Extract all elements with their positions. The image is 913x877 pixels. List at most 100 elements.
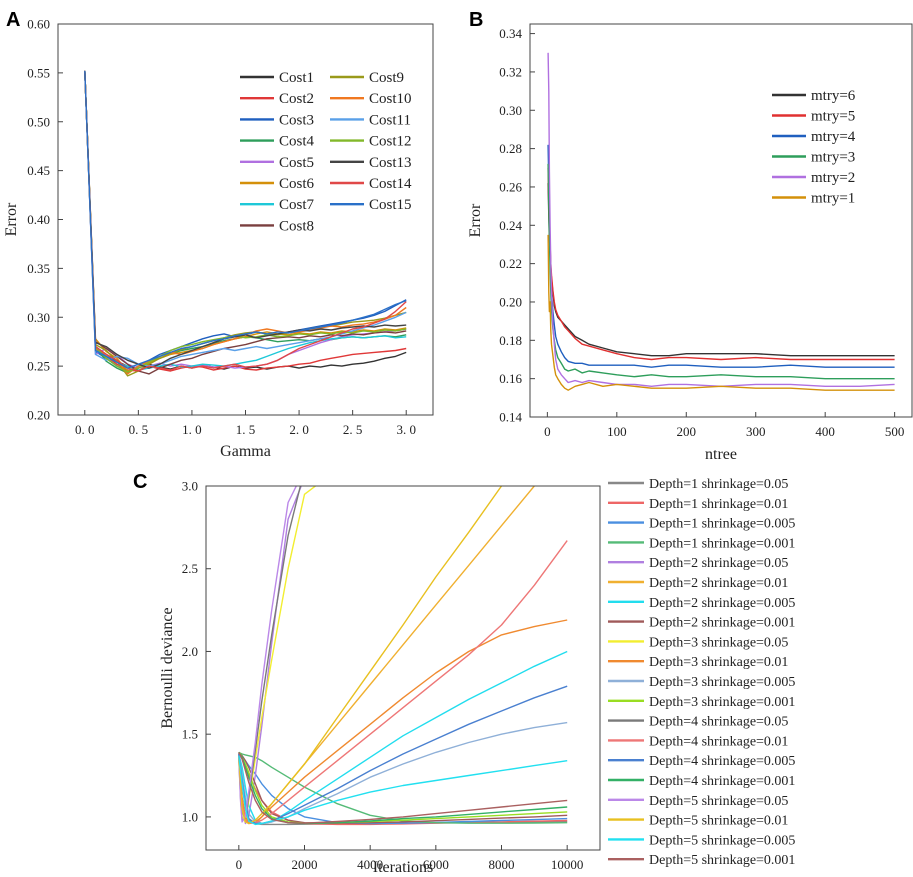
- panel-a-y-tick-label: 0.55: [27, 65, 50, 80]
- panel-c-x-tick-label: 2000: [292, 857, 318, 872]
- panel-b-y-tick-label: 0.16: [499, 371, 522, 386]
- panel-a-legend-label-cost12: Cost12: [369, 134, 412, 150]
- panel-c-x-tick-label: 8000: [489, 857, 515, 872]
- panel-b-x-axis-label: ntree: [705, 446, 737, 463]
- panel-c-letter: C: [133, 471, 147, 493]
- panel-b-legend-label-mtry-6: mtry=6: [811, 88, 856, 104]
- panel-c-series-line-depth-5-shrinkage-0-001: [238, 752, 568, 824]
- panel-c-legend-label-depth-4-shrinkage-0-01: Depth=4 shrinkage=0.01: [649, 734, 788, 749]
- panel-a-x-axis-label: Gamma: [220, 443, 271, 460]
- panel-c-series-line-depth-4-shrinkage-0-01: [238, 540, 568, 825]
- panel-b-y-tick-label: 0.26: [499, 179, 522, 194]
- panel-b-y-tick-label: 0.20: [499, 294, 522, 309]
- panel-b-legend-label-mtry-5: mtry=5: [811, 109, 855, 125]
- panel-c-legend-label-depth-4-shrinkage-0-005: Depth=4 shrinkage=0.005: [649, 754, 795, 769]
- panel-b-x-tick-label: 200: [677, 424, 697, 439]
- panel-c-legend-label-depth-1-shrinkage-0-005: Depth=1 shrinkage=0.005: [649, 517, 795, 532]
- panel-b-x-tick-label: 500: [885, 424, 905, 439]
- panel-a-legend-label-cost2: Cost2: [279, 91, 314, 107]
- panel-a-x-tick-label: 0. 0: [75, 422, 95, 437]
- panel-a-series-line-cost7: [84, 70, 407, 371]
- panel-a-y-axis-label: Error: [3, 202, 20, 236]
- panel-a-legend-label-cost14: Cost14: [369, 176, 412, 192]
- panel-a-legend-label-cost3: Cost3: [279, 112, 314, 128]
- panel-c-legend-label-depth-4-shrinkage-0-05: Depth=4 shrinkage=0.05: [649, 715, 788, 730]
- panel-a-x-tick-label: 0. 5: [129, 422, 149, 437]
- panel-a-y-tick-label: 0.30: [27, 310, 50, 325]
- panel-c-y-axis-label: Bernoulli deviance: [159, 607, 176, 728]
- panel-a-x-tick-label: 2. 0: [289, 422, 309, 437]
- panel-c-y-tick-label: 2.0: [182, 644, 198, 659]
- panel-a-legend: Cost1 Cost2 Cost3 Cost4 Cost5 Cost6 Cost7 Cost8…: [240, 70, 412, 234]
- panel-c: C 0 2000 4000 6000 8000 10000 1.0 1.5 2.0 2.5 3.0 It…: [133, 471, 795, 876]
- panel-c-series-line-depth-4-shrinkage-0-001: [238, 752, 568, 825]
- panel-c-series-line-depth-4-shrinkage-0-005: [238, 685, 568, 825]
- panel-a-y-tick-label: 0.60: [27, 17, 50, 32]
- panel-c-legend-label-depth-5-shrinkage-0-001: Depth=5 shrinkage=0.001: [649, 853, 795, 868]
- panel-c-series-group: [238, 486, 568, 826]
- panel-a-legend-label-cost9: Cost9: [369, 70, 404, 86]
- panel-b-plot-frame: [529, 23, 913, 418]
- panel-b-y-tick-label: 0.32: [499, 64, 522, 79]
- panel-a-x-tick-label: 1. 5: [236, 422, 256, 437]
- panel-c-series-line-depth-5-shrinkage-0-01: [238, 486, 504, 825]
- panel-c-series-line-depth-2-shrinkage-0-05: [238, 486, 302, 825]
- panel-b-x-tick-label: 0: [544, 424, 551, 439]
- panel-a-legend-label-cost5: Cost5: [279, 155, 314, 171]
- panel-c-series-line-depth-5-shrinkage-0-005: [238, 755, 568, 826]
- panel-b-legend-label-mtry-2: mtry=2: [811, 170, 855, 186]
- panel-c-legend-label-depth-4-shrinkage-0-001: Depth=4 shrinkage=0.001: [649, 774, 795, 789]
- panel-a-legend-label-cost8: Cost8: [279, 218, 314, 234]
- panel-c-series-line-depth-1-shrinkage-0-001: [238, 751, 568, 824]
- panel-b-series-line-mtry-6: [547, 183, 895, 357]
- panel-b-y-tick-label: 0.22: [499, 256, 522, 271]
- panel-c-x-tick-label: 4000: [357, 857, 383, 872]
- panel-c-legend-label-depth-5-shrinkage-0-05: Depth=5 shrinkage=0.05: [649, 794, 788, 809]
- panel-a-y-tick-label: 0.50: [27, 114, 50, 129]
- panel-c-y-tick-label: 1.0: [182, 809, 198, 824]
- panel-c-plot-frame: [205, 485, 601, 851]
- panel-c-legend-label-depth-2-shrinkage-0-01: Depth=2 shrinkage=0.01: [649, 576, 788, 591]
- panel-a-letter: A: [6, 9, 20, 31]
- panel-b-legend: mtry=6 mtry=5 mtry=4 mtry=3 mtry=2 mtry=1: [772, 88, 856, 207]
- panel-c-legend: Depth=1 shrinkage=0.05 Depth=1 shrinkage=…: [608, 477, 795, 868]
- panel-c-x-tick-label: 10000: [551, 857, 584, 872]
- panel-b-legend-label-mtry-4: mtry=4: [811, 129, 856, 145]
- panel-c-legend-label-depth-3-shrinkage-0-001: Depth=3 shrinkage=0.001: [649, 695, 795, 710]
- panel-b-y-axis-label: Error: [467, 203, 484, 237]
- panel-b-x-tick-label: 400: [815, 424, 835, 439]
- panel-a-legend-label-cost1: Cost1: [279, 70, 314, 86]
- panel-b: B 0 100 200 300 400 500 0.14 0.16 0.18 0.20 0.22 0.2…: [467, 9, 913, 463]
- panel-a-legend-label-cost4: Cost4: [279, 134, 315, 150]
- panel-a-legend-label-cost13: Cost13: [369, 155, 412, 171]
- panel-a-series-line-cost14: [84, 70, 407, 372]
- panel-c-legend-label-depth-1-shrinkage-0-01: Depth=1 shrinkage=0.01: [649, 497, 788, 512]
- panel-a-legend-label-cost10: Cost10: [369, 91, 412, 107]
- panel-c-y-tick-label: 3.0: [182, 479, 198, 494]
- panel-b-y-tick-label: 0.14: [499, 410, 522, 425]
- panel-c-legend-label-depth-3-shrinkage-0-005: Depth=3 shrinkage=0.005: [649, 675, 795, 690]
- panel-a-series-line-cost12: [84, 70, 407, 373]
- panel-a-x-tick-label: 2. 5: [343, 422, 363, 437]
- panel-a-series-line-cost5: [84, 70, 407, 369]
- panel-c-legend-label-depth-1-shrinkage-0-001: Depth=1 shrinkage=0.001: [649, 536, 795, 551]
- panel-c-legend-label-depth-5-shrinkage-0-01: Depth=5 shrinkage=0.01: [649, 814, 788, 829]
- panel-b-x-tick-label: 300: [746, 424, 766, 439]
- panel-c-legend-label-depth-5-shrinkage-0-005: Depth=5 shrinkage=0.005: [649, 833, 795, 848]
- panel-b-y-tick-label: 0.28: [499, 141, 522, 156]
- panel-c-series-line-depth-3-shrinkage-0-01: [238, 619, 568, 824]
- panel-a-y-tick-label: 0.35: [27, 261, 50, 276]
- panel-a-x-tick-label: 3. 0: [396, 422, 416, 437]
- panel-c-series-line-depth-2-shrinkage-0-001: [238, 751, 568, 824]
- panel-a-series-line-cost13: [84, 70, 407, 369]
- panel-a-series-group: [84, 70, 407, 377]
- panel-b-series-group: [547, 52, 895, 391]
- panel-a-legend-label-cost6: Cost6: [279, 176, 315, 192]
- panel-b-series-line-mtry-3: [547, 163, 895, 380]
- panel-a-legend-label-cost11: Cost11: [369, 112, 411, 128]
- panel-c-y-tick-label: 2.5: [182, 561, 198, 576]
- panel-a-y-tick-label: 0.40: [27, 212, 50, 227]
- panel-c-x-axis-label: Iterations: [373, 859, 433, 876]
- panel-a-y-tick-label: 0.25: [27, 359, 50, 374]
